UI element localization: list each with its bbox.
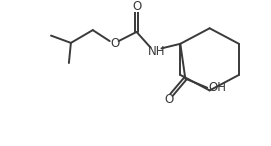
Text: O: O (165, 93, 174, 106)
Text: O: O (110, 37, 119, 50)
Text: NH: NH (148, 45, 165, 58)
Text: OH: OH (208, 81, 226, 94)
Text: O: O (132, 0, 141, 13)
